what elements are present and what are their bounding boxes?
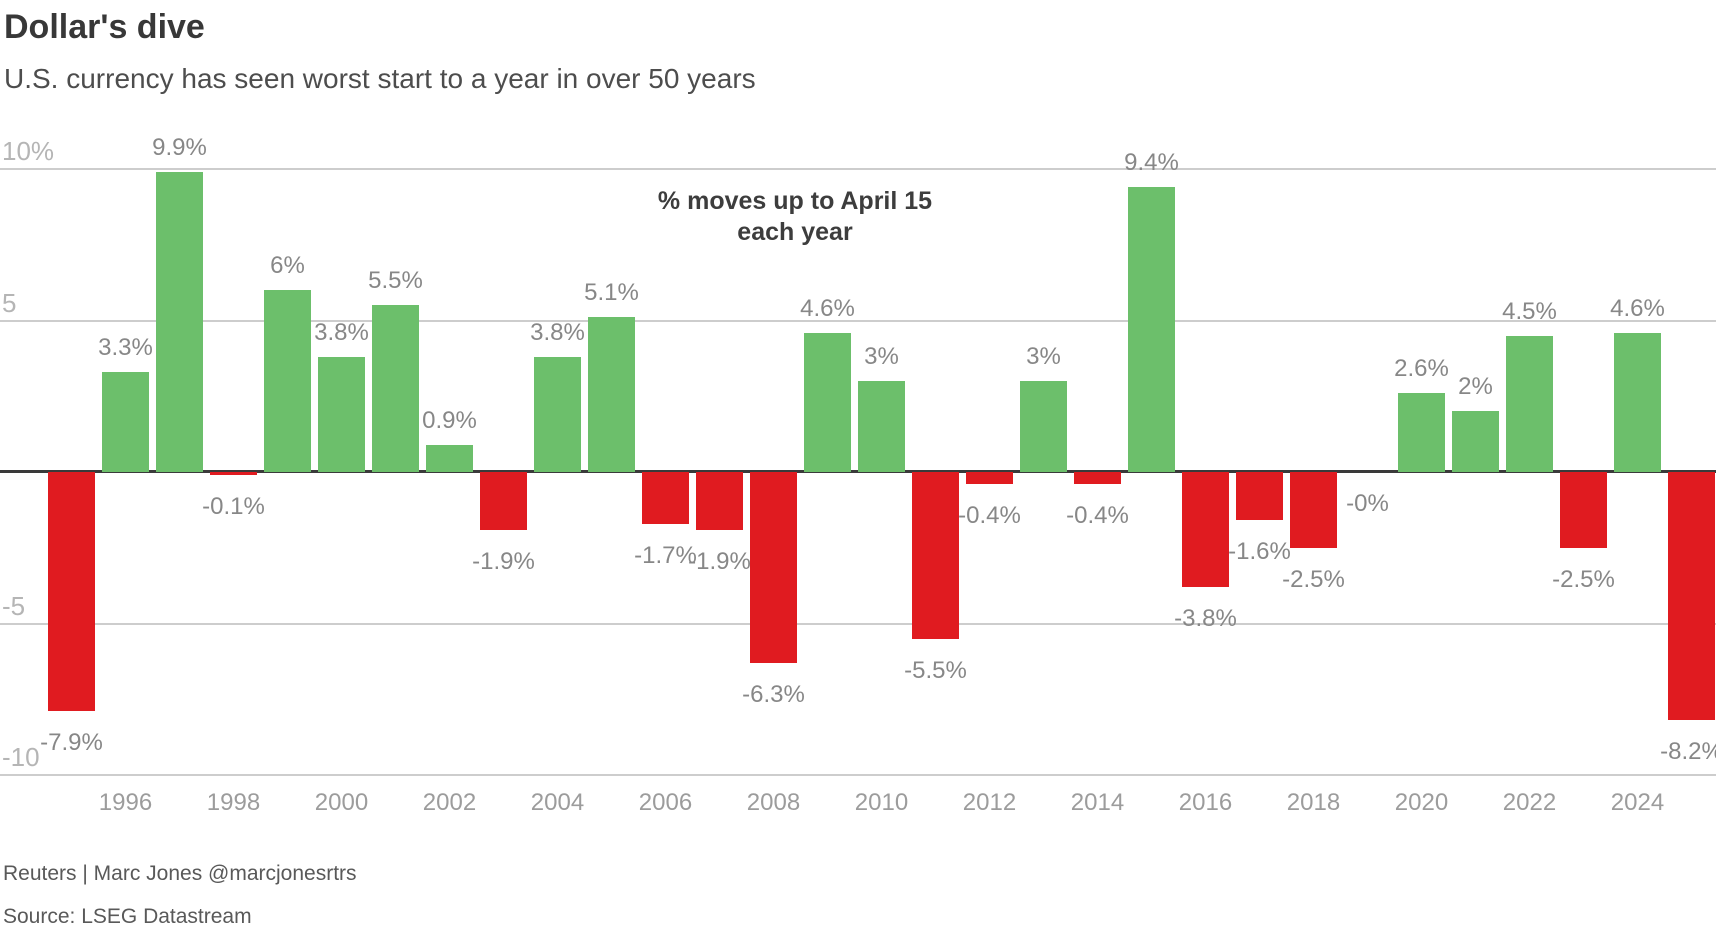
bar-2006: [642, 472, 689, 524]
value-label-2018: -2.5%: [1282, 565, 1345, 593]
bar-2013: [1020, 381, 1067, 472]
bar-2005: [588, 317, 635, 472]
value-label-2019: -0%: [1346, 490, 1389, 517]
bar-2000: [318, 356, 365, 472]
x-tick-2012: 2012: [962, 789, 1017, 816]
bar-2007: [696, 472, 743, 530]
annotation-line-1: % moves up to April 15: [657, 187, 933, 215]
value-label-2016: -3.8%: [1174, 605, 1237, 633]
value-label-1998: -0.1%: [202, 493, 265, 521]
bar-2012: [966, 472, 1013, 485]
footer-source: Source: LSEG Datastream: [3, 905, 252, 928]
x-tick-1996: 1996: [98, 789, 153, 816]
chart-annotation: % moves up to April 15 each year: [658, 186, 932, 248]
value-label-2003: -1.9%: [472, 547, 535, 575]
value-label-2011: -5.5%: [904, 656, 967, 684]
x-tick-2010: 2010: [854, 789, 909, 816]
value-label-2017: -1.6%: [1228, 538, 1291, 566]
x-tick-2006: 2006: [638, 789, 693, 816]
bar-2016: [1182, 472, 1229, 588]
x-tick-2024: 2024: [1610, 789, 1665, 816]
bar-1996: [102, 372, 149, 472]
x-tick-2014: 2014: [1070, 789, 1125, 816]
value-label-1999: 6%: [270, 252, 305, 280]
y-tick--10: -10: [2, 742, 40, 772]
value-label-2013: 3%: [1026, 343, 1061, 371]
value-label-2015: 9.4%: [1124, 149, 1179, 177]
x-tick-2004: 2004: [530, 789, 585, 816]
y-tick--5: -5: [2, 590, 26, 621]
value-label-2002: 0.9%: [422, 406, 477, 434]
x-tick-1998: 1998: [206, 789, 261, 816]
bar-2017: [1236, 472, 1283, 521]
bar-2009: [804, 332, 851, 472]
bar-2002: [426, 444, 473, 472]
value-label-2006: -1.7%: [634, 541, 697, 569]
gridline-10: [0, 168, 1716, 170]
gridline-5: [0, 319, 1716, 322]
bar-2011: [912, 472, 959, 639]
x-tick-2008: 2008: [746, 789, 801, 816]
bar-2015: [1128, 187, 1175, 472]
value-label-2022: 4.5%: [1502, 297, 1557, 325]
annotation-line-2: each year: [737, 218, 853, 246]
value-label-2014: -0.4%: [1066, 502, 1129, 530]
value-label-2024: 4.6%: [1610, 294, 1665, 322]
footer-credit: Reuters | Marc Jones @marcjonesrtrs: [3, 862, 357, 885]
bar-2020: [1398, 393, 1445, 472]
bar-2021: [1452, 411, 1499, 472]
bar-1998: [210, 472, 257, 476]
bar-2014: [1074, 472, 1121, 485]
value-label-2010: 3%: [864, 343, 899, 371]
value-label-1997: 9.9%: [152, 134, 207, 162]
y-tick-5: 5: [2, 287, 17, 318]
value-label-2005: 5.1%: [584, 279, 639, 307]
bar-2023: [1560, 472, 1607, 548]
x-tick-2016: 2016: [1178, 789, 1233, 816]
value-label-2012: -0.4%: [958, 502, 1021, 530]
value-label-2025: -8.2%: [1660, 738, 1716, 766]
x-tick-2000: 2000: [314, 789, 369, 816]
page-title: Dollar's dive: [4, 8, 205, 46]
page-subtitle: U.S. currency has seen worst start to a …: [4, 63, 756, 94]
value-label-2004: 3.8%: [530, 318, 585, 346]
y-tick-10: 10%: [2, 136, 55, 166]
bar-2022: [1506, 335, 1553, 472]
bar-2001: [372, 305, 419, 472]
x-tick-2002: 2002: [422, 789, 477, 816]
x-tick-2020: 2020: [1394, 789, 1449, 816]
bar-2024: [1614, 332, 1661, 472]
bar-2018: [1290, 472, 1337, 548]
value-label-2020: 2.6%: [1394, 355, 1449, 383]
bar-1995: [48, 472, 95, 712]
x-tick-2018: 2018: [1286, 789, 1341, 816]
bar-2025: [1668, 472, 1715, 721]
value-label-2001: 5.5%: [368, 267, 423, 295]
bar-2008: [750, 472, 797, 663]
value-label-2023: -2.5%: [1552, 565, 1615, 593]
value-label-2007: -1.9%: [688, 547, 751, 575]
value-label-1996: 3.3%: [98, 334, 153, 361]
bar-1999: [264, 290, 311, 472]
bar-2010: [858, 381, 905, 472]
value-label-1995: -7.9%: [40, 729, 103, 757]
value-label-2000: 3.8%: [314, 318, 369, 346]
value-label-2021: 2%: [1458, 373, 1493, 401]
x-tick-2022: 2022: [1502, 789, 1557, 816]
value-label-2009: 4.6%: [800, 294, 855, 322]
gridline--5: [0, 622, 1716, 625]
gridline--10: [0, 774, 1716, 776]
bar-1997: [156, 172, 203, 472]
value-label-2008: -6.3%: [742, 680, 805, 708]
bar-2004: [534, 356, 581, 472]
bar-2003: [480, 472, 527, 530]
